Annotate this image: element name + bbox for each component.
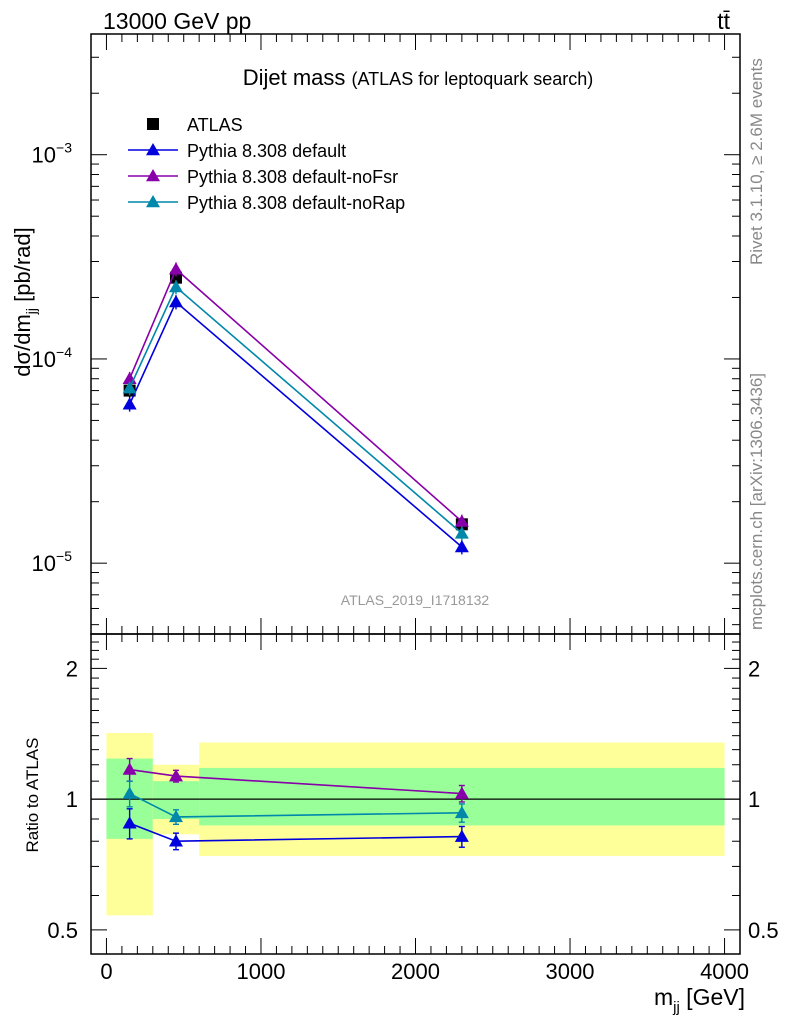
ratio-y-tick-label-right: 1 [748, 787, 760, 812]
main-axes: 10−3 10−4 10−5 [32, 34, 741, 634]
watermark: ATLAS_2019_I1718132 [341, 592, 490, 608]
ratio-data-point [168, 834, 183, 847]
legend-marker [146, 169, 160, 182]
x-tick-label: 0 [100, 959, 112, 984]
main-y-tick-label: 10−4 [32, 344, 73, 372]
x-axis-label: mjj [GeV] [654, 984, 745, 1016]
legend-label: Pythia 8.308 default-noFsr [187, 167, 398, 187]
ratio-axes: 2 2 1 1 0.5 0.5 0 1000 2000 3000 4000 [47, 634, 779, 984]
main-series-line [128, 285, 463, 534]
main-data-point [454, 526, 469, 539]
ratio-y-tick-label: 0.5 [47, 918, 78, 943]
rivet-label: Rivet 3.1.10, ≥ 2.6M events [747, 58, 766, 265]
ratio-y-tick-label-right: 2 [748, 656, 760, 681]
x-tick-label: 4000 [700, 959, 749, 984]
main-series-group [122, 262, 469, 555]
legend-marker [146, 195, 160, 208]
ratio-data-point [454, 829, 469, 842]
main-panel: 10−3 10−4 10−5 Dijet mass (ATLAS for lepto… [10, 33, 741, 635]
energy-label: 13000 GeV pp [103, 8, 251, 34]
ratio-data-point [168, 809, 183, 823]
ratio-y-tick-label-right: 0.5 [748, 918, 779, 943]
x-tick-label: 1000 [236, 959, 285, 984]
main-title: Dijet mass (ATLAS for leptoquark search) [243, 65, 594, 90]
main-series-line [128, 300, 463, 548]
legend: ATLAS Pythia 8.308 default Pythia 8.308 de… [128, 115, 405, 213]
main-data-point [168, 295, 183, 308]
legend-marker [147, 118, 159, 130]
ratio-y-axis-label: Ratio to ATLAS [23, 738, 42, 853]
ratio-data-point [122, 816, 137, 829]
main-y-axis-label: dσ/dmjj [pb/rad] [10, 227, 39, 376]
mcplots-label: mcplots.cern.ch [arXiv:1306.3436] [747, 373, 766, 630]
legend-label: Pythia 8.308 default [187, 141, 346, 161]
ratio-plot-frame [90, 633, 741, 955]
legend-label: Pythia 8.308 default-noRap [187, 193, 405, 213]
process-label: tt̄ [717, 8, 730, 34]
main-y-tick-label: 10−5 [32, 548, 73, 576]
ratio-bands [106, 732, 725, 916]
ratio-data-point [454, 805, 469, 819]
x-tick-label: 2000 [391, 959, 440, 984]
main-data-point [168, 280, 183, 293]
ratio-data-point [122, 762, 137, 775]
ratio-y-tick-label: 1 [66, 787, 78, 812]
x-tick-label: 3000 [546, 959, 595, 984]
main-data-point [168, 262, 183, 275]
ratio-y-tick-label: 2 [66, 656, 78, 681]
main-data-point [122, 381, 137, 394]
ratio-data-point [122, 786, 137, 799]
ratio-panel: 2 2 1 1 0.5 0.5 0 1000 2000 3000 4000 Ratio to ATL… [23, 633, 779, 1016]
main-data-point [454, 514, 469, 527]
ratio-data-point [454, 786, 469, 799]
ratio-series-group [122, 757, 469, 851]
legend-label: ATLAS [187, 115, 243, 135]
legend-marker [146, 143, 160, 156]
main-data-point [454, 540, 469, 553]
ratio-data-point [168, 769, 183, 782]
main-y-tick-label: 10−3 [32, 140, 73, 168]
main-data-point [122, 397, 137, 410]
